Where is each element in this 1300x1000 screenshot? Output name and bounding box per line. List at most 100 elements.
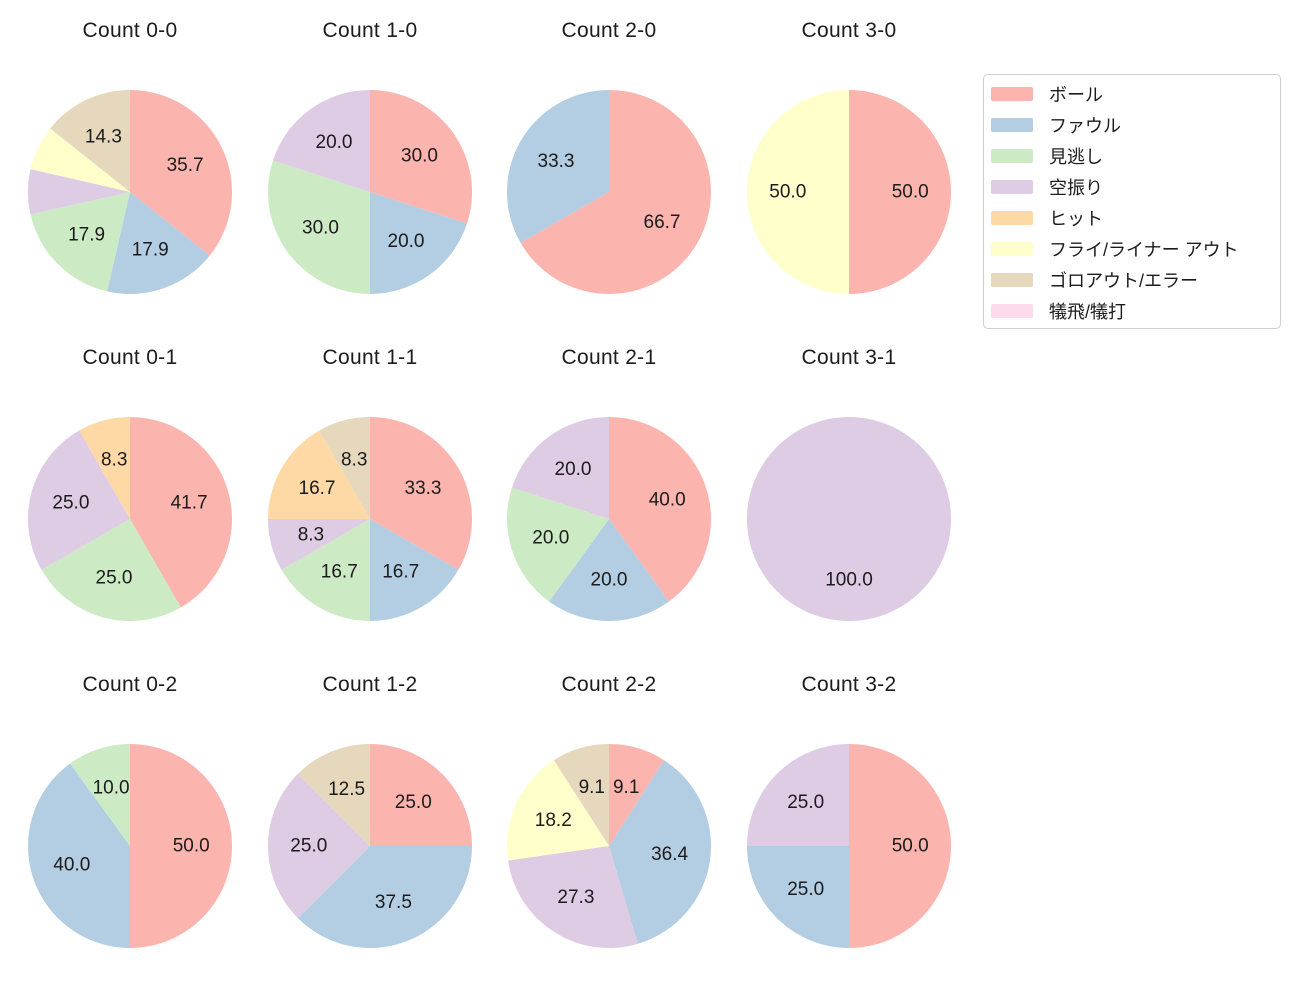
pie-percent-label: 50.0 — [892, 182, 929, 203]
pie-percent-label: 25.0 — [290, 836, 327, 857]
pie-percent-label: 66.7 — [644, 212, 681, 233]
legend-label: ヒット — [1049, 208, 1103, 229]
legend: ボール ファウル 見逃し 空振り ヒット フライ/ライナー アウト — [983, 74, 1281, 329]
pie-chart-count-3-1: Count 3-1 100.0 — [729, 345, 969, 675]
pie-slice-called-strike — [41, 519, 181, 621]
pie: 25.0 37.5 25.0 12.5 — [268, 744, 472, 948]
pie-chart-count-0-1: Count 0-1 41.7 25.0 25.0 8.3 — [10, 345, 250, 675]
pie-chart-count-3-0: Count 3-0 50.0 50.0 — [729, 18, 969, 348]
pie: 66.7 33.3 — [507, 90, 712, 294]
pie-slice-ball — [370, 90, 473, 224]
pie-chart-count-1-1: Count 1-1 33.3 16.7 16.7 8.3 16.7 8.3 — [250, 345, 490, 675]
pie-slice-foul — [107, 192, 210, 294]
pie-slice-called-strike — [30, 192, 130, 292]
ball-color-swatch — [991, 86, 1033, 101]
pie-slice-foul — [28, 763, 131, 948]
pie-percent-label: 20.0 — [532, 527, 569, 548]
legend-label: 犠飛/犠打 — [1049, 301, 1127, 322]
pie: 30.0 20.0 30.0 20.0 — [267, 90, 473, 294]
pie-chart-count-2-2: Count 2-2 9.1 36.4 27.3 18.2 9.1 — [489, 672, 729, 1000]
legend-label: フライ/ライナー アウト — [1049, 239, 1239, 260]
legend-item-swinging-strike: 空振り — [991, 171, 1272, 202]
pie-percent-label: 35.7 — [167, 155, 204, 176]
pie-percent-label: 14.3 — [85, 126, 122, 147]
pie-percent-label: 17.9 — [132, 239, 169, 260]
legend-item-ball: ボール — [991, 78, 1272, 109]
pie-slice-foul — [549, 519, 669, 621]
chart-title: Count 1-1 — [322, 346, 418, 369]
pie-slice-called-strike — [267, 160, 370, 294]
chart-title: Count 0-2 — [82, 673, 178, 696]
pie-percent-label: 18.2 — [535, 810, 572, 831]
legend-label: ファウル — [1049, 115, 1121, 136]
pie-slice-foul — [507, 90, 609, 243]
pie-percent-label: 30.0 — [401, 146, 438, 167]
pie-slice-groundout-error — [553, 744, 609, 846]
pie: 33.316.716.78.316.78.3 — [268, 417, 472, 621]
pie-slice-called-strike — [70, 744, 130, 846]
pie-slice-hit — [79, 417, 130, 519]
pie-percent-label: 20.0 — [591, 570, 628, 591]
pie-percent-label: 17.9 — [68, 225, 105, 246]
chart-title: Count 1-0 — [322, 19, 418, 42]
pie-slice-groundout-error — [319, 417, 370, 519]
fly-liner-out-color-swatch — [991, 241, 1033, 256]
legend-label: 見逃し — [1049, 146, 1103, 167]
pie-slice-swinging-strike — [511, 417, 609, 519]
pie-percent-label: 16.7 — [321, 562, 358, 583]
pie-slice-foul — [370, 519, 459, 621]
pie-slice-ball — [370, 744, 472, 846]
pie-slice-ball — [849, 90, 951, 294]
legend-item-hit: ヒット — [991, 202, 1272, 233]
sacrifice-color-swatch — [991, 303, 1033, 318]
pie-chart-count-0-0: Count 0-0 35.7 17.9 17.9 14.3 — [10, 18, 250, 348]
pie: 35.7 17.9 17.9 14.3 — [28, 90, 232, 294]
pie-slice-called-strike — [506, 487, 609, 602]
pie-percent-label: 16.7 — [382, 562, 419, 583]
pie: 41.7 25.0 25.0 8.3 — [28, 417, 232, 621]
pie: 50.0 40.0 10.0 — [28, 744, 232, 948]
pie-slice-ball — [609, 417, 711, 602]
pie-slice-groundout-error — [297, 744, 370, 846]
pie-percent-label: 20.0 — [316, 132, 353, 153]
pie-slice-foul — [297, 846, 472, 948]
chart-title: Count 2-0 — [561, 19, 657, 42]
pie-slice-ball — [520, 90, 712, 294]
pie-slice-ball — [370, 417, 472, 570]
pie-percent-label: 41.7 — [171, 493, 208, 514]
legend-label: 空振り — [1049, 177, 1103, 198]
pie: 100.0 — [747, 417, 951, 621]
groundout-error-color-swatch — [991, 272, 1033, 287]
pie-percent-label: 12.5 — [328, 779, 365, 800]
pie-percent-label: 25.0 — [787, 792, 824, 813]
pie-percent-label: 27.3 — [557, 887, 594, 908]
pie-slice-swinging-strike — [747, 744, 849, 846]
pie-percent-label: 25.0 — [52, 493, 89, 514]
pie-percent-label: 9.1 — [613, 777, 639, 798]
chart-title: Count 2-2 — [561, 673, 657, 696]
legend-item-called-strike: 見逃し — [991, 140, 1272, 171]
pie-percent-label: 9.1 — [579, 777, 605, 798]
pie-percent-label: 25.0 — [96, 568, 133, 589]
pie-percent-label: 50.0 — [769, 182, 806, 203]
swinging-strike-color-swatch — [991, 179, 1033, 194]
chart-title: Count 3-1 — [801, 346, 897, 369]
pie: 50.0 25.0 25.0 — [747, 744, 951, 948]
chart-title: Count 3-2 — [801, 673, 897, 696]
pie-slice-fly-liner-out — [30, 128, 131, 192]
legend-items: ボール ファウル 見逃し 空振り ヒット フライ/ライナー アウト — [991, 78, 1272, 326]
legend-label: ボール — [1049, 84, 1103, 105]
pie-percent-label: 36.4 — [651, 844, 688, 865]
pie-percent-label: 25.0 — [787, 879, 824, 900]
pie-chart-count-2-0: Count 2-0 66.7 33.3 — [489, 18, 729, 348]
pie-percent-label: 8.3 — [298, 524, 324, 545]
pie-slice-swinging-strike — [747, 417, 951, 621]
pie-chart-count-3-2: Count 3-2 50.0 25.0 25.0 — [729, 672, 969, 1000]
pie-slice-ball — [609, 744, 665, 846]
legend-item-foul: ファウル — [991, 109, 1272, 140]
pie-slice-ball — [849, 744, 951, 948]
chart-title: Count 2-1 — [561, 346, 657, 369]
pie-percent-label: 10.0 — [93, 777, 130, 798]
pie-percent-label: 50.0 — [173, 836, 210, 857]
pie-slice-ball — [130, 417, 232, 608]
